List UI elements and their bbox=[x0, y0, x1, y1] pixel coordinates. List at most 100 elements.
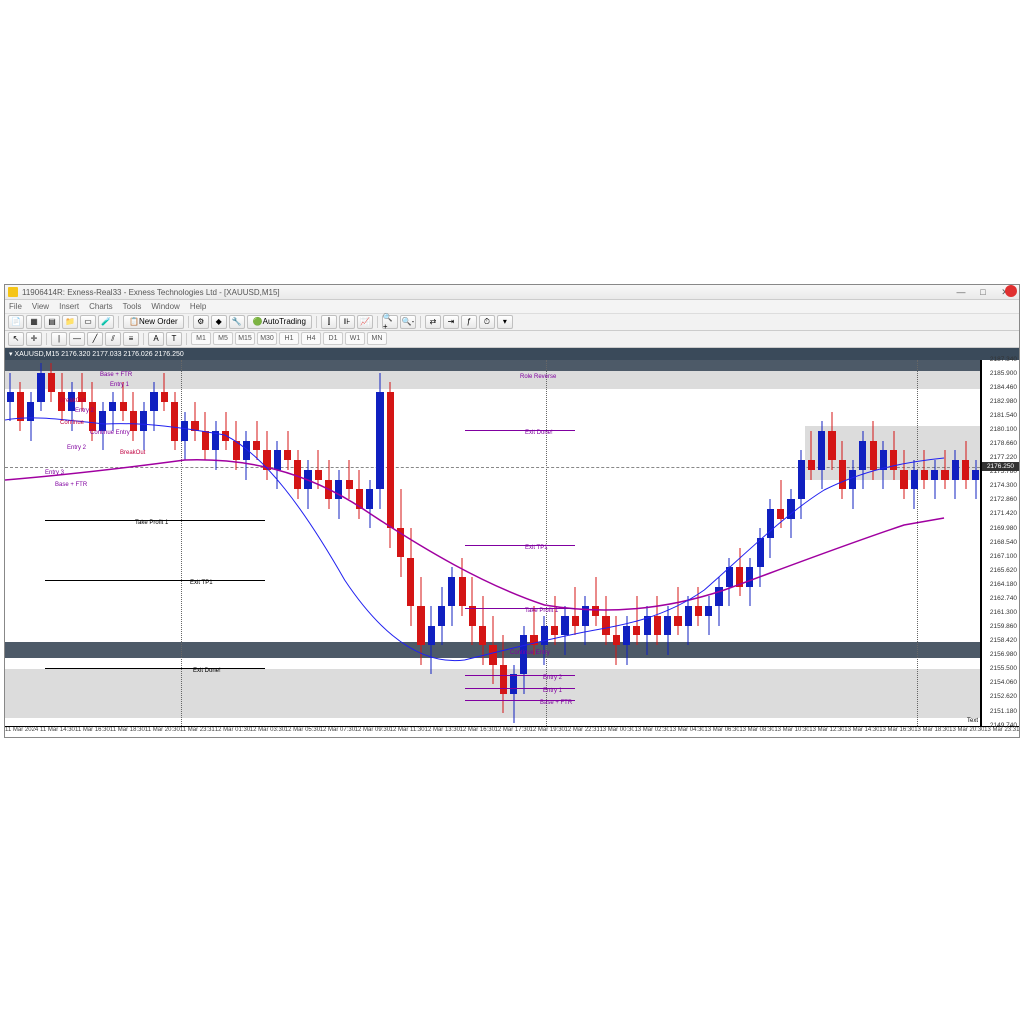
notification-icon[interactable] bbox=[1005, 285, 1017, 297]
tool-new-chart-icon[interactable]: 📄 bbox=[8, 315, 24, 329]
tool-candle-icon[interactable]: ⊪ bbox=[339, 315, 355, 329]
candle bbox=[304, 460, 311, 509]
candle bbox=[685, 596, 692, 645]
current-price-label: 2176.250 bbox=[982, 462, 1019, 471]
titlebar: 11906414R: Exness-Real33 - Exness Techno… bbox=[5, 285, 1019, 300]
candle bbox=[880, 441, 887, 490]
tf-h1[interactable]: H1 bbox=[279, 332, 299, 345]
time-tick: 12 Mar 17:30 bbox=[495, 727, 530, 737]
tool-profiles-icon[interactable]: ▦ bbox=[26, 315, 42, 329]
candle bbox=[952, 450, 959, 499]
price-tick: 2181.540 bbox=[990, 412, 1017, 419]
candle bbox=[407, 528, 414, 625]
new-order-button[interactable]: 📋 New Order bbox=[123, 315, 184, 329]
time-tick: 12 Mar 03:30 bbox=[250, 727, 285, 737]
candle bbox=[972, 460, 979, 499]
annotation-line bbox=[465, 700, 575, 701]
tool-nav-icon[interactable]: 📁 bbox=[62, 315, 78, 329]
tool-zoom-in-icon[interactable]: 🔍+ bbox=[382, 315, 398, 329]
price-axis: 2187.3402185.9002184.4602182.9802181.540… bbox=[981, 360, 1019, 726]
candle bbox=[387, 382, 394, 547]
tool-options-icon[interactable]: 🔧 bbox=[229, 315, 245, 329]
channel-tool-icon[interactable]: ⫽ bbox=[105, 332, 121, 346]
chart-annotation: Continue Entry bbox=[90, 430, 130, 436]
price-tick: 2185.900 bbox=[990, 370, 1017, 377]
trendline-tool-icon[interactable]: ╱ bbox=[87, 332, 103, 346]
tf-mn[interactable]: MN bbox=[367, 332, 387, 345]
candle bbox=[448, 567, 455, 625]
minimize-button[interactable]: — bbox=[950, 286, 972, 299]
price-tick: 2187.340 bbox=[990, 356, 1017, 363]
candle bbox=[572, 587, 579, 636]
menu-file[interactable]: File bbox=[9, 302, 22, 311]
menu-tools[interactable]: Tools bbox=[123, 302, 142, 311]
hline-tool-icon[interactable]: — bbox=[69, 332, 85, 346]
time-tick: 11 Mar 2024 bbox=[5, 727, 40, 737]
candle bbox=[839, 441, 846, 499]
tool-terminal-icon[interactable]: ▭ bbox=[80, 315, 96, 329]
tool-expert-icon[interactable]: ◆ bbox=[211, 315, 227, 329]
label-tool-icon[interactable]: T bbox=[166, 332, 182, 346]
candle bbox=[777, 480, 784, 529]
menu-view[interactable]: View bbox=[32, 302, 49, 311]
candle bbox=[346, 460, 353, 499]
time-tick: 12 Mar 01:30 bbox=[215, 727, 250, 737]
candle bbox=[695, 587, 702, 626]
menu-window[interactable]: Window bbox=[151, 302, 179, 311]
tf-m1[interactable]: M1 bbox=[191, 332, 211, 345]
tool-scroll-icon[interactable]: ⇄ bbox=[425, 315, 441, 329]
tool-line-chart-icon[interactable]: 📈 bbox=[357, 315, 373, 329]
candle bbox=[428, 606, 435, 674]
candle bbox=[757, 528, 764, 586]
candle bbox=[17, 382, 24, 431]
tf-h4[interactable]: H4 bbox=[301, 332, 321, 345]
annotation-line bbox=[465, 608, 575, 609]
candle bbox=[78, 373, 85, 412]
fibo-tool-icon[interactable]: ≡ bbox=[123, 332, 139, 346]
tool-bar-chart-icon[interactable]: ⫿ bbox=[321, 315, 337, 329]
candle bbox=[602, 596, 609, 645]
price-tick: 2180.100 bbox=[990, 426, 1017, 433]
candle bbox=[644, 606, 651, 655]
tool-indicators-icon[interactable]: ƒ bbox=[461, 315, 477, 329]
menu-help[interactable]: Help bbox=[190, 302, 206, 311]
tool-market-icon[interactable]: ▤ bbox=[44, 315, 60, 329]
annotation-line bbox=[465, 430, 575, 431]
time-tick: 13 Mar 02:30 bbox=[634, 727, 669, 737]
tool-zoom-out-icon[interactable]: 🔍- bbox=[400, 315, 416, 329]
menu-charts[interactable]: Charts bbox=[89, 302, 113, 311]
crosshair-tool-icon[interactable]: ✛ bbox=[26, 332, 42, 346]
candle bbox=[787, 489, 794, 538]
candle bbox=[808, 431, 815, 480]
time-tick: 13 Mar 00:30 bbox=[599, 727, 634, 737]
price-tick: 2178.660 bbox=[990, 440, 1017, 447]
time-tick: 12 Mar 11:30 bbox=[390, 727, 425, 737]
tf-w1[interactable]: W1 bbox=[345, 332, 365, 345]
price-tick: 2171.420 bbox=[990, 510, 1017, 517]
tool-tester-icon[interactable]: 🧪 bbox=[98, 315, 114, 329]
chart-canvas[interactable]: Base + FTREntry 1Role ReverseBreakOutEnt… bbox=[5, 360, 981, 726]
tool-meta-icon[interactable]: ⚙ bbox=[193, 315, 209, 329]
maximize-button[interactable]: □ bbox=[972, 286, 994, 299]
price-tick: 2169.980 bbox=[990, 525, 1017, 532]
tf-m15[interactable]: M15 bbox=[235, 332, 255, 345]
chart-annotation: Continue Entry bbox=[510, 650, 550, 656]
menu-insert[interactable]: Insert bbox=[59, 302, 79, 311]
text-tool-icon[interactable]: A bbox=[148, 332, 164, 346]
candle bbox=[274, 441, 281, 490]
tool-template-icon[interactable]: ▾ bbox=[497, 315, 513, 329]
autotrading-button[interactable]: 🟢 AutoTrading bbox=[247, 315, 312, 329]
candle bbox=[674, 587, 681, 636]
chart-annotation: Entry 2 bbox=[75, 408, 94, 414]
tf-d1[interactable]: D1 bbox=[323, 332, 343, 345]
vline-tool-icon[interactable]: | bbox=[51, 332, 67, 346]
window-title: 11906414R: Exness-Real33 - Exness Techno… bbox=[22, 288, 280, 297]
candle bbox=[890, 431, 897, 480]
candle bbox=[171, 392, 178, 450]
time-tick: 13 Mar 14:30 bbox=[844, 727, 879, 737]
tool-shift-icon[interactable]: ⇥ bbox=[443, 315, 459, 329]
cursor-tool-icon[interactable]: ↖ bbox=[8, 332, 24, 346]
tf-m5[interactable]: M5 bbox=[213, 332, 233, 345]
tool-period-icon[interactable]: ⏱ bbox=[479, 315, 495, 329]
tf-m30[interactable]: M30 bbox=[257, 332, 277, 345]
